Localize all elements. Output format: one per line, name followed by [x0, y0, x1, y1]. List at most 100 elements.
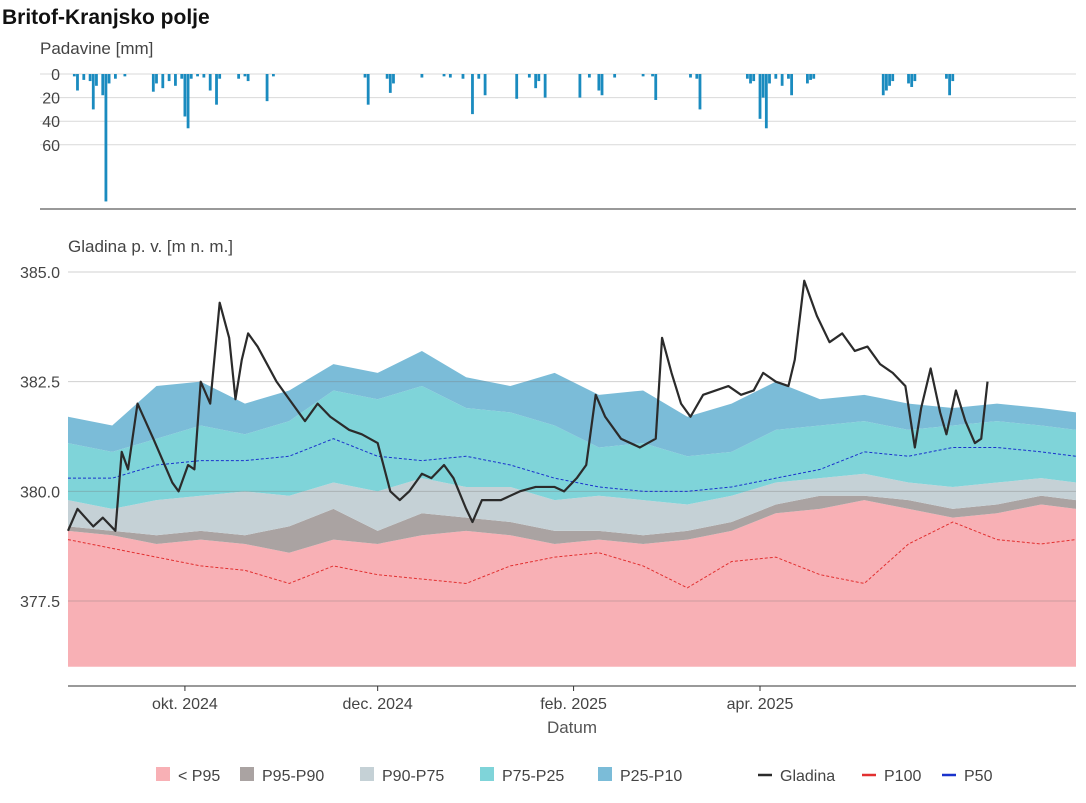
rain-bar — [392, 74, 395, 84]
rain-y-ticks: 0 20 40 60 — [42, 67, 60, 155]
rain-bar — [790, 74, 794, 96]
rain-bar — [527, 74, 531, 78]
rain-bar — [202, 74, 206, 78]
rain-bar — [774, 74, 778, 79]
chart-title: Britof-Kranjsko polje — [2, 6, 210, 29]
legend-label: P50 — [964, 768, 993, 785]
level-y-ticks: 377.5 380.0 382.5 385.0 — [20, 265, 60, 611]
rain-bar — [196, 74, 199, 77]
rain-bar — [745, 74, 749, 79]
level-y-tick-label: 380.0 — [20, 484, 60, 501]
level-y-tick-label: 377.5 — [20, 594, 60, 611]
rain-y-tick-label: 60 — [42, 138, 60, 155]
rain-bar — [758, 74, 762, 119]
rain-bar — [812, 74, 816, 79]
legend-item: P75-P25 — [480, 767, 564, 785]
rain-bar — [951, 74, 955, 82]
percentile-bands — [68, 350, 1076, 667]
legend-swatch — [156, 767, 170, 781]
legend-label: Gladina — [780, 768, 835, 785]
rain-bar — [366, 74, 370, 105]
rain-bar — [113, 74, 117, 79]
rain-bar — [265, 74, 269, 102]
rain-bar — [587, 74, 591, 78]
rain-bar — [271, 74, 275, 77]
rain-bar — [780, 74, 784, 86]
rain-bar — [72, 74, 76, 77]
rain-bar — [515, 74, 519, 99]
rain-bar — [651, 74, 654, 77]
legend-item: < P95 — [156, 767, 220, 785]
x-tick-label: apr. 2025 — [727, 696, 794, 713]
rain-bar — [237, 74, 241, 79]
rain-bar — [948, 74, 952, 96]
rain-bar — [243, 74, 247, 77]
rain-bar — [768, 74, 771, 84]
level-x-ticks: okt. 2024 dec. 2024 feb. 2025 apr. 2025 — [152, 686, 793, 713]
level-panel: Gladina p. v. [m n. m.] 377.5380.0382.53… — [20, 237, 1077, 737]
rain-bar — [749, 74, 752, 84]
rain-bar — [654, 74, 658, 100]
band-p90-p75 — [68, 473, 1076, 536]
rain-y-tick-label: 20 — [42, 91, 60, 108]
legend: < P95 P95-P90 P90-P75 P75-P25 P25-P10 Gladina… — [156, 767, 993, 785]
rain-bars — [72, 74, 955, 202]
legend-swatch — [360, 767, 374, 781]
legend-item: P100 — [862, 768, 921, 785]
rain-bar — [613, 74, 617, 78]
rain-bar — [787, 74, 790, 79]
x-tick-label: feb. 2025 — [540, 696, 607, 713]
legend-label: P95-P90 — [262, 768, 324, 785]
p100-line — [67, 521, 1077, 589]
level-grid — [68, 271, 1076, 602]
rain-bar — [888, 74, 891, 86]
rain-bar — [806, 74, 809, 84]
rain-bar — [104, 74, 108, 202]
rain-bar — [363, 74, 367, 78]
rain-bar — [167, 74, 171, 82]
rain-bar — [442, 74, 446, 77]
rain-bar — [891, 74, 895, 82]
rain-bar — [809, 74, 812, 80]
rain-bar — [189, 74, 193, 79]
rain-bar — [388, 74, 392, 93]
legend-item: Gladina — [758, 768, 835, 785]
x-tick-label: okt. 2024 — [152, 696, 218, 713]
rain-bar — [107, 74, 111, 84]
rain-bar — [91, 74, 95, 110]
rain-bar — [82, 74, 86, 80]
rain-bar — [641, 74, 645, 77]
legend-swatch — [598, 767, 612, 781]
rain-bar — [543, 74, 547, 98]
rain-bar — [448, 74, 452, 78]
level-lines — [66, 279, 1077, 589]
rain-bar — [537, 74, 541, 82]
band-p25-p10 — [68, 350, 1076, 457]
level-panel-ylabel: Gladina p. v. [m n. m.] — [68, 237, 233, 256]
legend-item: P95-P90 — [240, 767, 324, 785]
rain-bar — [101, 74, 105, 96]
x-axis-label: Datum — [547, 718, 597, 737]
legend-swatch — [480, 767, 494, 781]
legend-item: P50 — [942, 768, 993, 785]
rain-bar — [597, 74, 601, 91]
p50-line — [68, 438, 1077, 492]
rain-bar — [689, 74, 692, 78]
rain-bar — [246, 74, 250, 82]
rain-bar — [534, 74, 538, 89]
rain-bar — [477, 74, 481, 79]
rain-bar — [910, 74, 914, 87]
legend-label: P90-P75 — [382, 768, 444, 785]
rain-bar — [752, 74, 756, 82]
rain-panel: Padavine [mm] 0 20 40 60 — [40, 39, 1076, 210]
rain-bar — [155, 74, 158, 84]
rain-bar — [420, 74, 424, 78]
rain-bar — [695, 74, 699, 79]
rain-y-tick-label: 0 — [51, 67, 60, 84]
rain-bar — [764, 74, 768, 129]
legend-label: P75-P25 — [502, 768, 564, 785]
rain-y-tick-label: 40 — [42, 114, 60, 131]
rain-bar — [180, 74, 184, 79]
x-tick-label: dec. 2024 — [343, 696, 413, 713]
